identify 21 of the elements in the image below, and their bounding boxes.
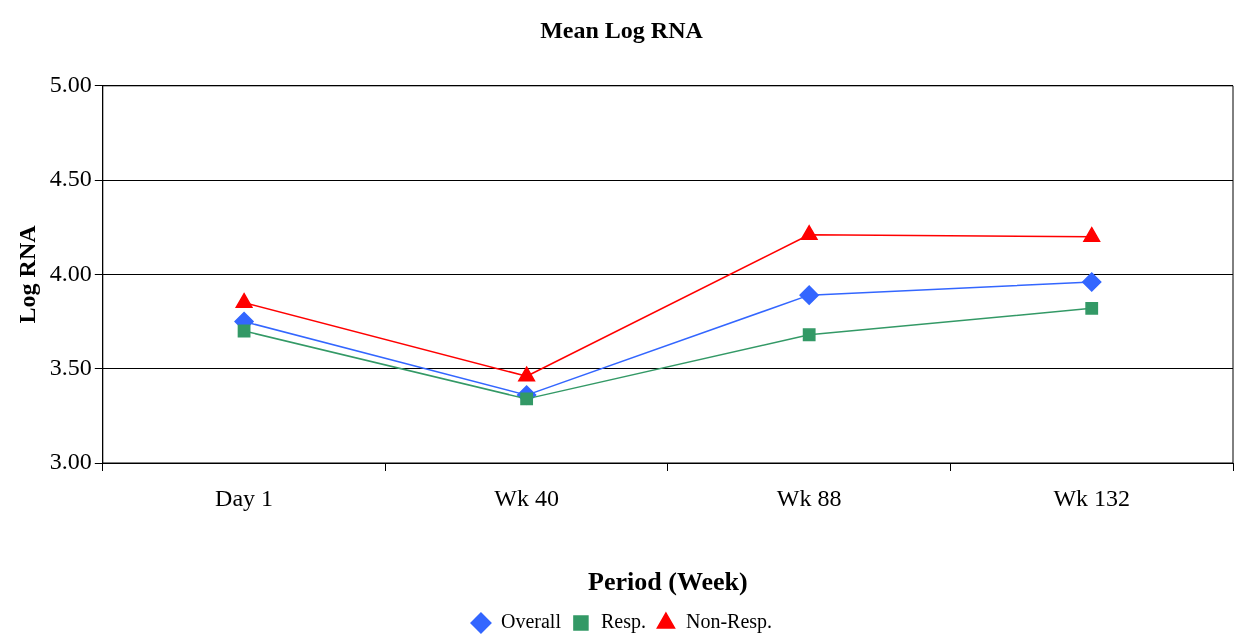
y-tick-label: 3.00 — [49, 448, 92, 475]
point — [1085, 301, 1099, 315]
point — [1083, 226, 1101, 242]
y-tick-label: 5.00 — [49, 71, 92, 98]
x-tick-label: Wk 132 — [1053, 484, 1131, 511]
x-tick-label: Day 1 — [215, 484, 274, 511]
legend-label: Resp. — [600, 610, 646, 634]
y-tick-label: 3.50 — [49, 354, 92, 380]
point — [800, 225, 818, 241]
y-axis-title: Log RNA — [13, 224, 40, 324]
legend-label: Non-Resp. — [685, 610, 773, 634]
chart-title: Mean Log RNA — [540, 16, 704, 43]
x-tick-label: Wk 88 — [776, 484, 842, 511]
y-tick-label: 4.50 — [49, 165, 92, 192]
x-tick-label: Wk 40 — [494, 484, 559, 511]
point — [799, 285, 819, 305]
y-tick-label: 4.00 — [49, 259, 92, 286]
legend-label: Overall — [500, 610, 562, 633]
point — [1081, 272, 1102, 292]
point — [802, 328, 816, 342]
x-axis-title: Period (Week) — [588, 567, 748, 597]
